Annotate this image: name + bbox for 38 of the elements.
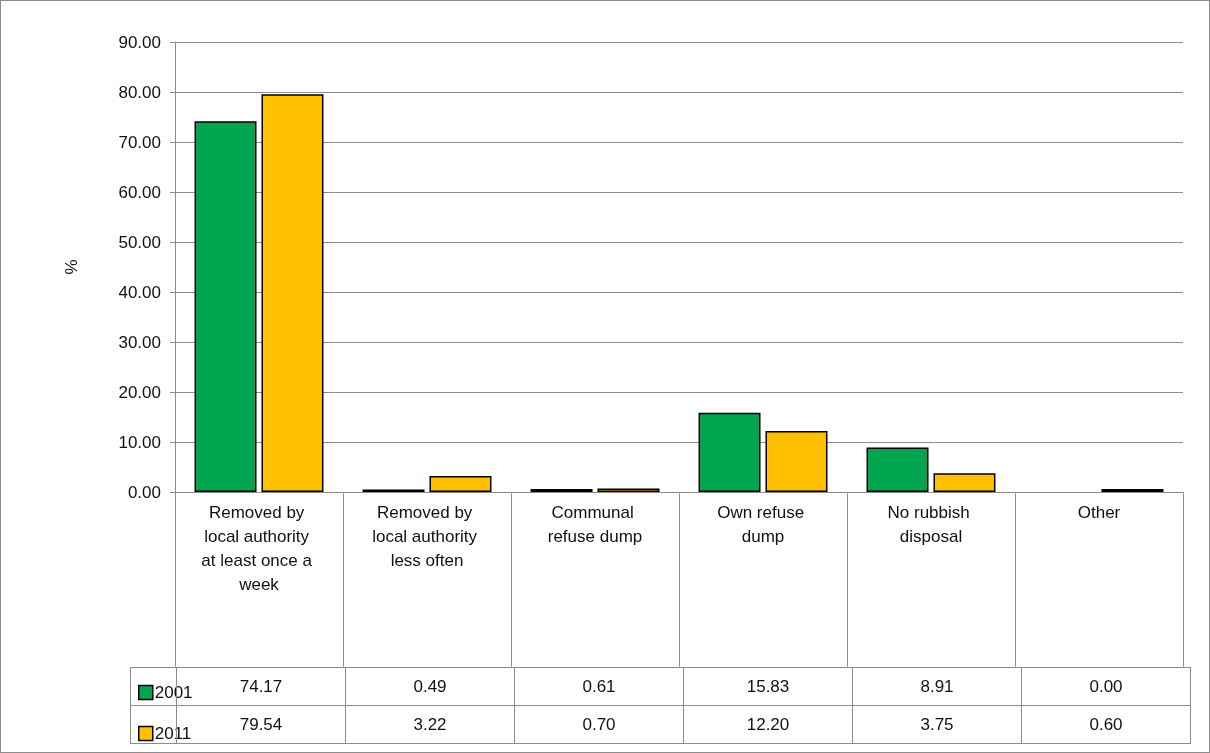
- data-label: 74.17: [239, 676, 283, 696]
- data-label: 8.91: [852, 667, 1022, 706]
- data-label: 0.60: [1021, 705, 1191, 744]
- data-label: 3.22: [345, 705, 515, 744]
- data-label: 0.00: [1021, 667, 1191, 706]
- x-tick-label: Communal refuse dump: [547, 502, 643, 546]
- x-tick-label: Other: [1077, 502, 1121, 522]
- bar: [194, 121, 257, 492]
- y-tick-label: 10.00: [118, 432, 161, 452]
- x-tick-label: Removed by local authority at least once a week: [201, 502, 317, 594]
- y-tick-label: 90.00: [118, 32, 161, 52]
- y-tick-label: 80.00: [118, 82, 161, 102]
- bar: [933, 473, 996, 492]
- bar: [261, 94, 324, 492]
- x-tick-label: Removed by local authority less often: [372, 502, 482, 570]
- y-tick-label: 70.00: [118, 132, 161, 152]
- y-tick-label: 50.00: [118, 232, 161, 252]
- y-tick-label: 60.00: [118, 182, 161, 202]
- bar: [429, 475, 492, 492]
- y-tick-label: 0.00: [127, 482, 161, 502]
- x-tick-label: No rubbish disposal: [887, 502, 975, 546]
- y-tick-label: 40.00: [118, 282, 161, 302]
- data-label: 0.49: [345, 667, 515, 706]
- bar: [698, 412, 761, 492]
- data-label: 15.83: [683, 667, 853, 706]
- y-tick-label: 30.00: [118, 332, 161, 352]
- data-label: 0.70: [514, 705, 684, 744]
- data-label: 79.54: [239, 714, 283, 734]
- data-label: 12.20: [683, 705, 853, 744]
- legend-label: 2011: [154, 724, 192, 743]
- bar: [866, 447, 929, 492]
- x-tick-label: Own refuse dump: [717, 502, 809, 546]
- data-label: 0.61: [514, 667, 684, 706]
- legend-label: 2001: [154, 683, 193, 702]
- data-label: 3.75: [852, 705, 1022, 744]
- y-tick-label: 20.00: [118, 382, 161, 402]
- y-axis-title: %: [62, 259, 81, 275]
- bar: [765, 431, 828, 492]
